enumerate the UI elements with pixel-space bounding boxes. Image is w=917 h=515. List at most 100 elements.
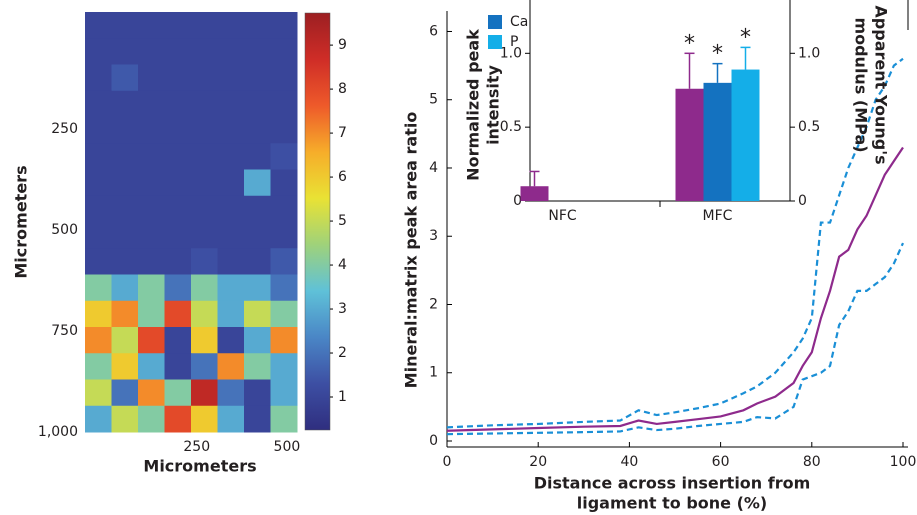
heat-cell [138, 38, 165, 65]
inset-y-tick-label: 0 [513, 193, 522, 209]
heat-cell [164, 353, 192, 380]
heat-cell [138, 379, 165, 407]
heat-cell [191, 327, 218, 354]
heat-cell [217, 169, 245, 197]
colorbar-tick-label: 3 [338, 301, 347, 317]
bar [703, 82, 732, 201]
y-tick-label: 250 [51, 121, 78, 137]
line-series [446, 146, 904, 432]
heat-cell [164, 222, 192, 249]
heat-cell [138, 143, 165, 170]
y2-axis-label: Apparent Young's [872, 5, 891, 164]
heat-cell [111, 353, 139, 380]
heat-cell [270, 353, 298, 380]
y2-axis-label: modulus (MPa) [852, 17, 871, 152]
x-tick-label: 80 [803, 454, 821, 470]
heat-cell [244, 300, 271, 328]
colorbar-tick-label: 2 [338, 345, 347, 361]
heat-cell [164, 143, 192, 170]
bar [731, 69, 760, 201]
heat-cell [85, 90, 112, 118]
heat-cell [217, 327, 245, 354]
y-tick-label: 4 [429, 160, 438, 176]
significance-mark: * [712, 42, 723, 67]
y-tick-label: 5 [429, 92, 438, 108]
heat-cell [217, 248, 245, 275]
legend-swatch [488, 15, 502, 29]
heat-cell [244, 274, 271, 302]
heat-cell [138, 327, 165, 354]
heat-cell [138, 222, 165, 249]
heat-cell [164, 12, 192, 39]
legend-label: P [510, 34, 518, 50]
heat-cell [138, 405, 165, 433]
inset-x-tick-label: NFC [548, 208, 577, 224]
colorbar-tick-label: 6 [338, 169, 347, 185]
x-tick-label: 250 [183, 439, 210, 455]
heat-cell [244, 327, 271, 354]
inset-y-axis-label: intensity [484, 65, 503, 145]
heat-cell [217, 379, 245, 407]
heat-cell [217, 300, 245, 328]
heat-cell [191, 248, 218, 275]
heat-cell [85, 117, 112, 144]
inset-y2-tick-label: 1.0 [798, 45, 820, 61]
heat-cell [164, 90, 192, 118]
heat-cell [217, 12, 245, 39]
x-tick-label: 0 [443, 454, 452, 470]
heat-cell [191, 195, 218, 223]
y-tick-label: 0 [429, 433, 438, 449]
heat-cell [111, 300, 139, 328]
heat-cell [138, 353, 165, 380]
heat-cell [244, 38, 271, 65]
heat-cell [138, 117, 165, 144]
heat-cell [270, 117, 298, 144]
heat-cell [217, 405, 245, 433]
heat-cell [164, 195, 192, 223]
x-axis-label: Micrometers [143, 457, 256, 476]
heat-cell [244, 169, 271, 197]
heat-cell [217, 117, 245, 144]
heat-cell [164, 248, 192, 275]
heat-cell [164, 379, 192, 407]
significance-mark: * [740, 25, 751, 50]
heat-cell [270, 38, 298, 65]
y-tick-label: 1,000 [38, 424, 78, 440]
heat-cell [164, 169, 192, 197]
heat-cell [270, 222, 298, 249]
heat-cell [85, 169, 112, 197]
y-tick-label: 3 [429, 228, 438, 244]
heat-cell [270, 274, 298, 302]
heat-cell [270, 90, 298, 118]
y-tick-label: 6 [429, 23, 438, 39]
heat-cell [85, 300, 112, 328]
heat-cell [191, 38, 218, 65]
heat-cell [244, 143, 271, 170]
heat-cell [138, 274, 165, 302]
heat-cell [270, 300, 298, 328]
x-axis-label: ligament to bone (%) [577, 494, 767, 513]
heat-cell [244, 353, 271, 380]
heat-cell [244, 195, 271, 223]
heat-cell [217, 64, 245, 92]
colorbar-tick-label: 4 [338, 257, 347, 273]
heat-cell [111, 38, 139, 65]
y-axis-label: Micrometers [12, 165, 31, 278]
heat-cell [244, 222, 271, 249]
heat-cell [270, 195, 298, 223]
heat-cell [164, 64, 192, 92]
heat-cell [217, 274, 245, 302]
heat-cell [111, 327, 139, 354]
heat-cell [244, 379, 271, 407]
heat-cell [191, 274, 218, 302]
heat-cell [270, 327, 298, 354]
heat-cell [164, 117, 192, 144]
inset-y2-tick-label: 0 [798, 193, 807, 209]
heat-cell [191, 90, 218, 118]
heat-cell [111, 405, 139, 433]
colorbar-tick-label: 9 [338, 37, 347, 53]
heat-cell [191, 300, 218, 328]
heat-cell [270, 143, 298, 170]
